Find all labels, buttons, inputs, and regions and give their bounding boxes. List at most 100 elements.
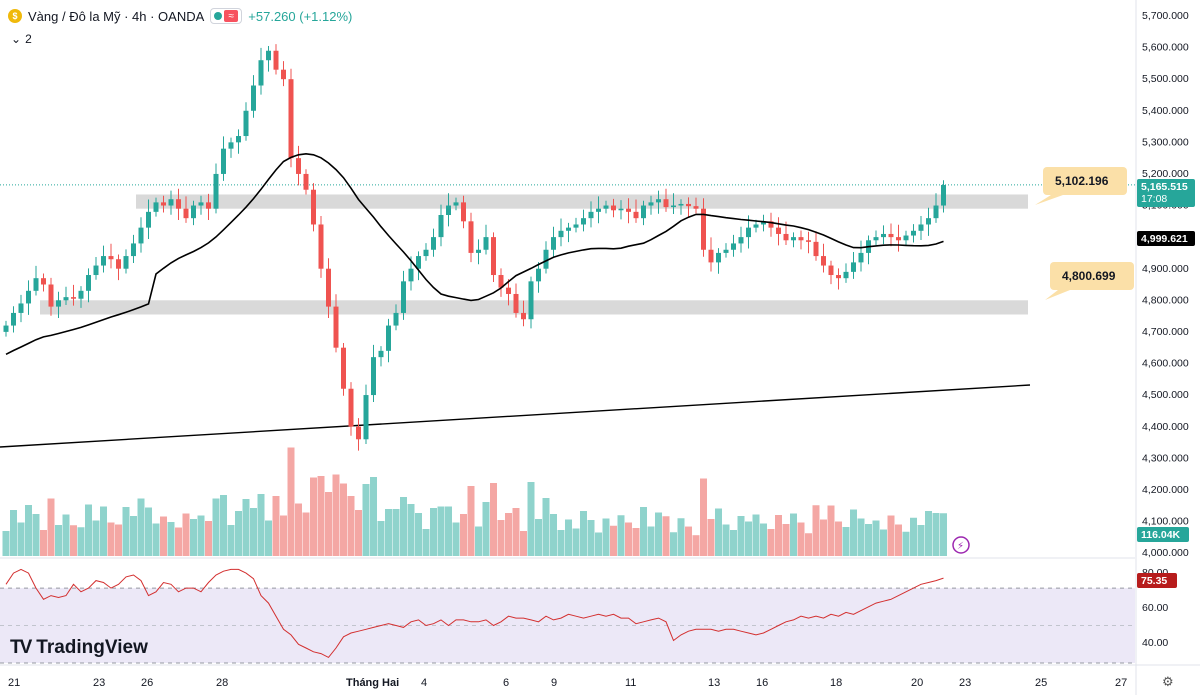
time-tick-label: 20 <box>911 677 923 689</box>
volume-bar <box>910 517 917 556</box>
candle <box>858 252 864 263</box>
candle <box>206 202 211 209</box>
volume-bar <box>25 505 32 556</box>
volume-bar <box>722 524 730 556</box>
candle <box>618 208 624 211</box>
candle <box>596 208 601 212</box>
candle <box>573 224 579 228</box>
candle <box>161 202 166 206</box>
candle <box>408 268 414 282</box>
volume-bar <box>47 498 55 556</box>
candle <box>423 249 429 257</box>
ma-value-label-box <box>1137 231 1195 246</box>
price-tick-label: 5,600.000 <box>1142 42 1189 54</box>
gear-icon[interactable]: ⚙ <box>1162 674 1174 689</box>
candle <box>273 50 279 70</box>
time-tick-label: 11 <box>625 677 636 689</box>
candle <box>33 278 39 291</box>
candle <box>678 203 684 206</box>
candle <box>693 206 699 209</box>
time-tick-label: 6 <box>503 677 509 689</box>
volume-bar <box>760 523 767 556</box>
time-tick-label: 13 <box>708 677 720 689</box>
volume-bar <box>745 521 752 556</box>
candle <box>648 202 654 206</box>
volume-bar <box>835 521 842 556</box>
volume-bar <box>715 508 722 556</box>
volume-bar <box>2 531 10 556</box>
volume-bar <box>895 524 902 556</box>
candle <box>11 312 16 326</box>
volume-bar <box>752 514 760 556</box>
time-tick-label: 28 <box>216 677 228 689</box>
volume-bar <box>302 512 310 556</box>
resistance-zone <box>136 194 1028 209</box>
volume-bar <box>467 486 475 556</box>
candle <box>746 227 751 238</box>
candle <box>213 173 219 209</box>
candle <box>288 79 294 159</box>
time-tick-label: 18 <box>830 677 842 689</box>
lightning-icon <box>952 536 970 554</box>
candle <box>566 227 571 231</box>
candle <box>371 357 376 396</box>
candle <box>56 300 61 307</box>
candle <box>416 256 421 269</box>
candle <box>476 249 481 253</box>
volume-bar <box>737 516 745 556</box>
candle <box>761 221 766 225</box>
volume-bar <box>820 519 827 556</box>
volume-bar <box>572 528 580 556</box>
candle <box>258 60 264 86</box>
candle <box>378 350 384 358</box>
time-tick-label: 27 <box>1115 677 1127 689</box>
moving-average-line <box>5 152 944 356</box>
candle <box>393 312 399 326</box>
candle <box>468 221 474 253</box>
candle <box>941 184 946 206</box>
candle <box>153 202 159 212</box>
volume-bar <box>115 524 122 556</box>
candle <box>41 278 46 285</box>
volume-bar <box>662 516 670 556</box>
indicator-toggle[interactable]: ⌄ 2 <box>8 31 35 47</box>
volume-bar <box>850 509 857 556</box>
volume-bar <box>625 522 632 556</box>
volume-bar <box>505 513 512 556</box>
volume-bar <box>55 525 62 556</box>
trend-line-layer <box>0 384 1031 448</box>
lightning-glyph: ⚡ <box>957 541 964 552</box>
volume-bar <box>497 520 505 556</box>
candle <box>101 256 106 266</box>
symbol-legend[interactable]: $ Vàng / Đô la Mỹ · 4h · OANDA ≈ +57.260… <box>8 7 357 25</box>
price-axis: 5,700.000 5,600.000 5,500.000 5,400.000 5,30… <box>1135 0 1189 695</box>
volume-value-label-box <box>1137 527 1189 542</box>
volume-bar <box>632 528 640 556</box>
volume-bar <box>340 483 347 556</box>
volume-bar <box>730 530 737 556</box>
volume-bar <box>220 495 227 556</box>
volume-bar <box>872 520 880 556</box>
tradingview-icon: TV <box>10 637 32 658</box>
volume-bar <box>557 530 565 556</box>
volume-bar <box>647 526 655 556</box>
volume-bar <box>227 525 235 556</box>
volume-bar <box>865 524 872 556</box>
price-tick-label: 5,300.000 <box>1142 136 1189 148</box>
rsi-line <box>5 568 944 659</box>
upper-zone-callout: 5,102.196 <box>1055 174 1109 188</box>
volume-bar <box>655 512 662 556</box>
candle <box>776 227 781 234</box>
volume-bar <box>520 531 527 556</box>
status-pill[interactable]: ≈ <box>210 8 243 24</box>
candle <box>716 252 721 263</box>
lower-zone-callout-box <box>1050 262 1134 290</box>
candle <box>71 297 76 299</box>
volume-bar <box>782 524 790 556</box>
volume-bar <box>70 525 77 556</box>
candle <box>821 256 826 266</box>
volume-bar <box>175 527 182 556</box>
volume-bar <box>137 498 145 556</box>
candle <box>603 205 609 209</box>
